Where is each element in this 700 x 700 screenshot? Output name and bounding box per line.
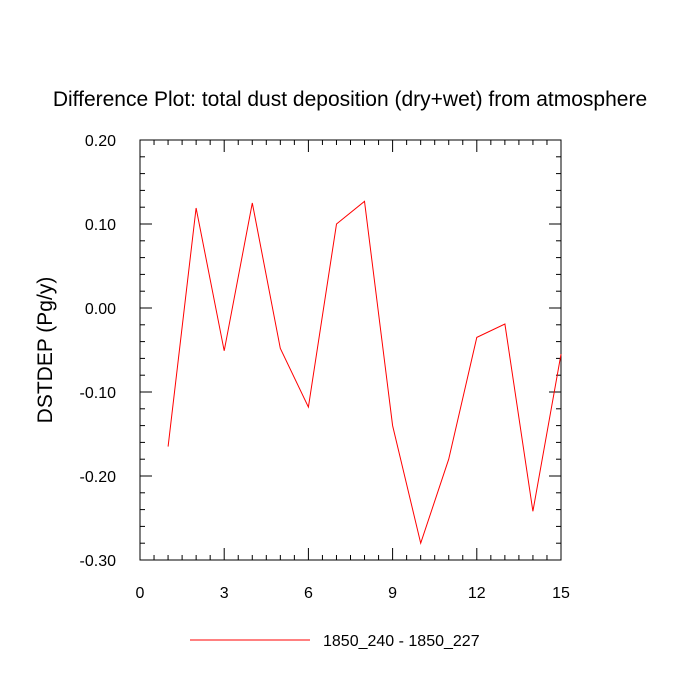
legend: 1850_240 - 1850_227	[190, 633, 480, 650]
y-tick-label: -0.30	[80, 553, 117, 570]
x-tick-label: 6	[304, 585, 313, 602]
x-axis: 0 3 6 9 12 15	[136, 140, 570, 602]
y-axis: -0.30 -0.20 -0.10 0.00 0.10 0.20	[80, 133, 561, 570]
x-tick-label: 15	[552, 585, 570, 602]
y-tick-label: 0.00	[85, 301, 116, 318]
x-tick-label: 9	[388, 585, 397, 602]
y-tick-label: -0.10	[80, 385, 117, 402]
chart-title: Difference Plot: total dust deposition (…	[52, 88, 648, 111]
series-line	[167, 200, 562, 546]
x-tick-label: 3	[220, 585, 229, 602]
y-tick-label: 0.10	[85, 217, 116, 234]
x-tick-label: 0	[136, 585, 145, 602]
x-tick-label: 12	[468, 585, 486, 602]
y-tick-label: -0.20	[80, 469, 117, 486]
y-tick-label: 0.20	[85, 133, 116, 150]
plot-frame	[139, 139, 562, 561]
legend-label: 1850_240 - 1850_227	[323, 633, 480, 650]
series-layer	[167, 200, 562, 546]
